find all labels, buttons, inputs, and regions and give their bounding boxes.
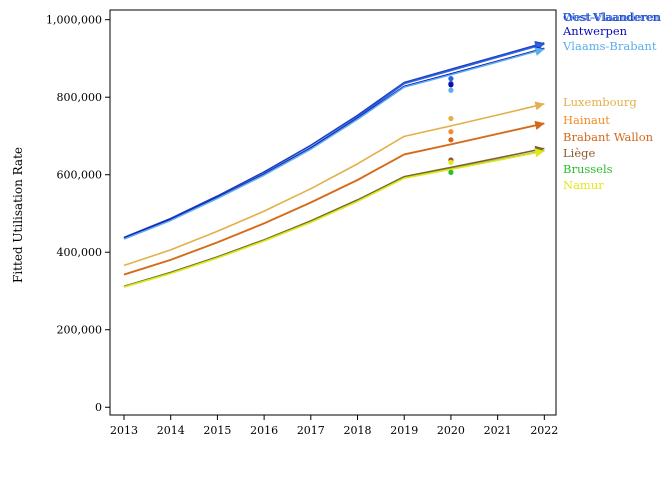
legend-label-hainaut: Hainaut [563,113,610,127]
actual-point-hainaut [448,129,454,135]
x-tick-label: 2018 [344,424,372,437]
y-tick-label: 0 [95,401,102,414]
series-line-luxembourg [123,103,545,267]
y-tick-label: 1,000,000 [46,14,102,27]
x-tick-label: 2022 [530,424,558,437]
x-tick-label: 2017 [297,424,325,437]
x-tick-label: 2015 [203,424,231,437]
y-tick-label: 200,000 [57,324,103,337]
x-tick-label: 2014 [157,424,185,437]
x-tick-label: 2019 [390,424,418,437]
actual-point-antwerpen [448,82,454,88]
series-arrowhead-brabant-wallon [534,121,545,130]
plot-border [109,9,557,416]
legend-label-luxembourg: Luxembourg [563,95,637,109]
actual-point-west-vlaanderen [448,75,454,82]
y-tick-label: 800,000 [57,91,103,104]
legend-label-west-vlaanderen: West-Vlaanderen [563,10,662,24]
series-arrowhead-luxembourg [534,101,545,111]
legend-label-brussels: Brussels [563,162,613,176]
series-line-vlaams-brabant [123,48,545,240]
y-tick-label: 400,000 [57,246,103,259]
series-lines [123,41,545,288]
series-arrowhead-vlaams-brabant [534,47,545,56]
series-line-namur [123,150,545,288]
y-axis-title: Fitted Utilisation Rate [11,147,25,283]
actual-point-brussels [448,169,454,175]
x-tick-label: 2020 [437,424,465,437]
actual-point-namur [448,159,454,165]
x-axis-ticks: 2013 2014 2015 2016 2017 2018 2019 2020 2021 2022 [110,415,558,437]
actual-point-luxembourg [448,115,454,122]
y-axis-ticks: 0 200,000 400,000 600,000 800,000 1,000,000 [46,14,110,414]
plot-frame [109,9,557,416]
legend-label-vlaams-brabant: Vlaams-Brabant [562,39,657,53]
x-tick-label: 2021 [484,424,512,437]
series-line-oost-vlaanderen [123,42,545,239]
x-tick-label: 2013 [110,424,138,437]
series-arrowhead-namur [534,148,545,158]
legend-label-antwerpen: Antwerpen [562,24,628,38]
legend-label-oost-vlaanderen: Oost-Vlaanderen [563,10,660,24]
legend-label-brabant-wallon: Brabant Wallon [563,130,654,144]
legend-label-namur: Namur [563,178,604,192]
actual-point-brabant-wallon [448,137,454,143]
actual-point-vlaams-brabant [448,87,454,93]
y-tick-label: 600,000 [57,169,103,182]
series-line-brabant-wallon [123,122,545,276]
x-tick-label: 2016 [250,424,278,437]
actual-2020-points [448,75,454,175]
legend-label-li-ge: Liège [563,146,595,160]
legend: Oost-VlaanderenWest-VlaanderenAntwerpenV… [562,10,662,192]
